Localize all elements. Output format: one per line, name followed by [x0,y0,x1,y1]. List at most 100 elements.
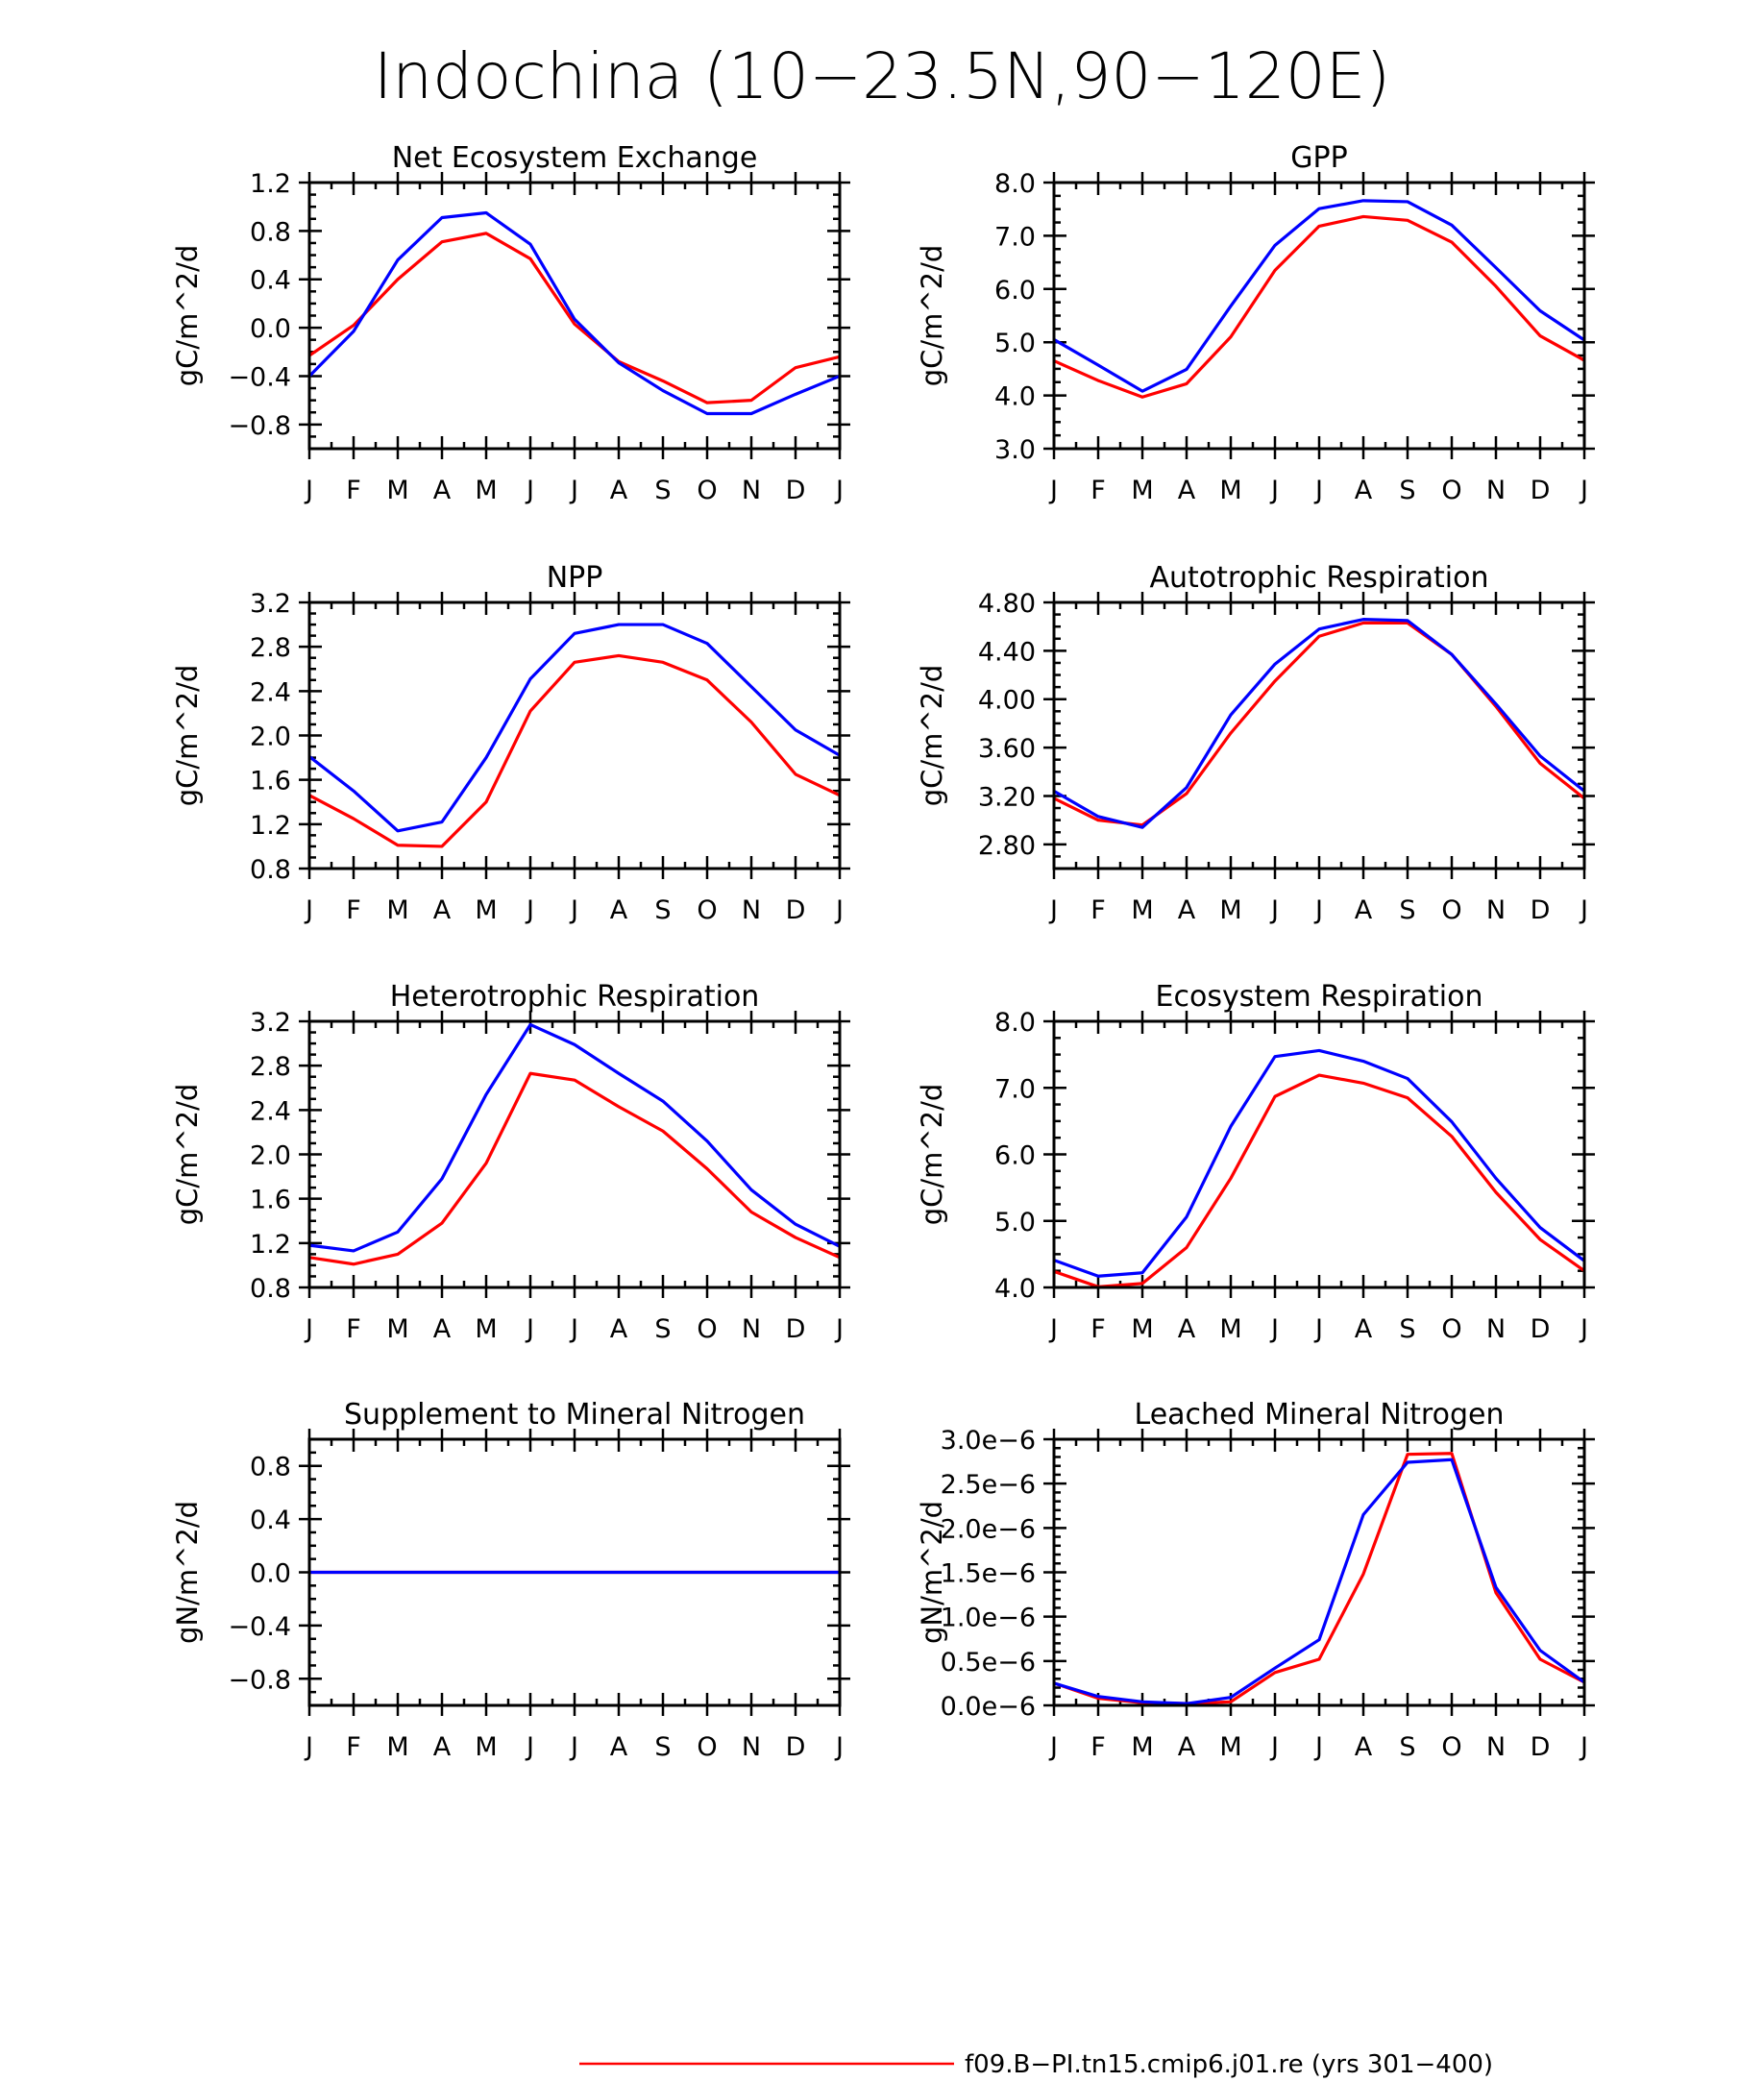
x-tick-label: N [742,895,761,925]
y-tick-label: −0.8 [228,411,291,441]
x-tick-label: J [1313,476,1323,505]
y-tick-label: 2.5e−6 [941,1470,1036,1500]
panel-3: Autotrophic Respiration gC/m^2/d 2.80 3.20 3… [916,561,1595,925]
x-tick-label: N [742,1314,761,1344]
x-tick-label: A [610,1314,628,1344]
y-axis-label: gC/m^2/d [916,1084,948,1226]
y-tick-label: 7.0 [994,1074,1036,1104]
x-tick-label: A [1355,895,1373,925]
panel-5: Ecosystem Respiration gC/m^2/d 4.0 5.0 6.0 7.… [916,980,1595,1344]
x-tick-label: J [569,476,578,505]
y-tick-label: −0.4 [228,362,291,392]
x-tick-label: A [610,895,628,925]
x-tick-label: M [475,895,497,925]
x-tick-label: M [1131,476,1153,505]
y-tick-label: 1.6 [250,767,291,796]
x-tick-label: M [1219,1732,1241,1762]
x-tick-label: J [304,1732,313,1762]
x-tick-label: M [1219,476,1241,505]
x-tick-label: M [1131,1314,1153,1344]
x-tick-label: F [346,1732,361,1762]
x-tick-label: M [386,1314,408,1344]
x-tick-label: S [1399,1314,1415,1344]
y-tick-label: 7.0 [994,222,1036,252]
x-tick-label: S [654,1314,671,1344]
x-tick-label: F [1090,895,1106,925]
x-tick-label: A [610,1732,628,1762]
y-tick-label: 6.0 [994,276,1036,306]
x-tick-label: M [386,1732,408,1762]
x-tick-label: J [1269,1732,1279,1762]
x-tick-label: J [834,476,844,505]
x-tick-label: S [654,895,671,925]
plot-frame [1052,600,1586,870]
plot-frame [307,600,842,870]
x-tick-label: M [1131,895,1153,925]
x-tick-label: O [697,895,717,925]
x-tick-label: S [1399,1732,1415,1762]
x-tick-label: F [346,895,361,925]
x-tick-label: M [386,476,408,505]
y-tick-label: 3.0e−6 [941,1426,1036,1456]
x-tick-label: J [1579,895,1588,925]
x-tick-label: O [1441,476,1461,505]
y-tick-label: 6.0 [994,1141,1036,1171]
y-tick-label: 1.6 [250,1186,291,1215]
series-line-1 [308,623,841,833]
x-tick-label: D [1531,476,1551,505]
y-tick-label: 0.8 [250,1274,291,1304]
x-tick-label: D [786,1314,806,1344]
series-line-1 [308,1022,841,1253]
y-tick-label: 5.0 [994,1208,1036,1237]
x-tick-label: M [475,1314,497,1344]
y-axis-label: gC/m^2/d [171,1084,204,1226]
x-tick-label: D [786,476,806,505]
x-tick-label: A [1355,1732,1373,1762]
x-tick-label: A [433,476,452,505]
y-axis-label: gC/m^2/d [171,665,204,807]
panel-title: Supplement to Mineral Nitrogen [344,1398,805,1432]
y-tick-label: 0.8 [250,855,291,885]
x-tick-label: J [1579,1732,1588,1762]
x-tick-label: N [1486,1732,1506,1762]
figure-title: Indochina (10−23.5N,90−120E) [374,39,1390,113]
x-tick-label: O [697,1732,717,1762]
x-tick-label: A [1178,476,1196,505]
y-tick-label: 0.8 [250,1453,291,1482]
panel-title: Autotrophic Respiration [1149,561,1488,595]
x-tick-label: A [1178,895,1196,925]
x-tick-label: N [742,476,761,505]
y-axis-label: gN/m^2/d [171,1501,204,1644]
y-tick-label: 3.60 [978,734,1036,764]
plot-frame [307,1437,842,1707]
x-tick-label: F [1090,1314,1106,1344]
y-tick-label: 2.8 [250,1052,291,1082]
panel-title: Ecosystem Respiration [1156,980,1483,1014]
x-tick-label: J [525,895,534,925]
x-tick-label: J [834,1314,844,1344]
x-tick-label: O [1441,895,1461,925]
y-tick-label: 1.2 [250,169,291,199]
x-tick-label: N [1486,476,1506,505]
panel-title: Net Ecosystem Exchange [392,141,758,175]
y-tick-label: 4.0 [994,1274,1036,1304]
x-tick-label: O [1441,1732,1461,1762]
y-tick-label: 0.0e−6 [941,1692,1036,1722]
x-tick-label: M [1219,895,1241,925]
y-tick-label: 3.2 [250,1008,291,1038]
x-tick-label: F [346,476,361,505]
x-tick-label: J [1269,476,1279,505]
x-tick-label: J [1313,895,1323,925]
x-tick-label: J [1048,895,1058,925]
series-line-0 [1053,621,1585,827]
y-tick-label: 2.80 [978,831,1036,861]
y-tick-label: 0.5e−6 [941,1648,1036,1678]
x-tick-label: J [569,1314,578,1344]
x-tick-label: M [1219,1314,1241,1344]
x-tick-label: S [654,1732,671,1762]
y-tick-label: −0.8 [228,1665,291,1695]
y-tick-label: 1.2 [250,1230,291,1260]
x-tick-label: J [1048,1314,1058,1344]
